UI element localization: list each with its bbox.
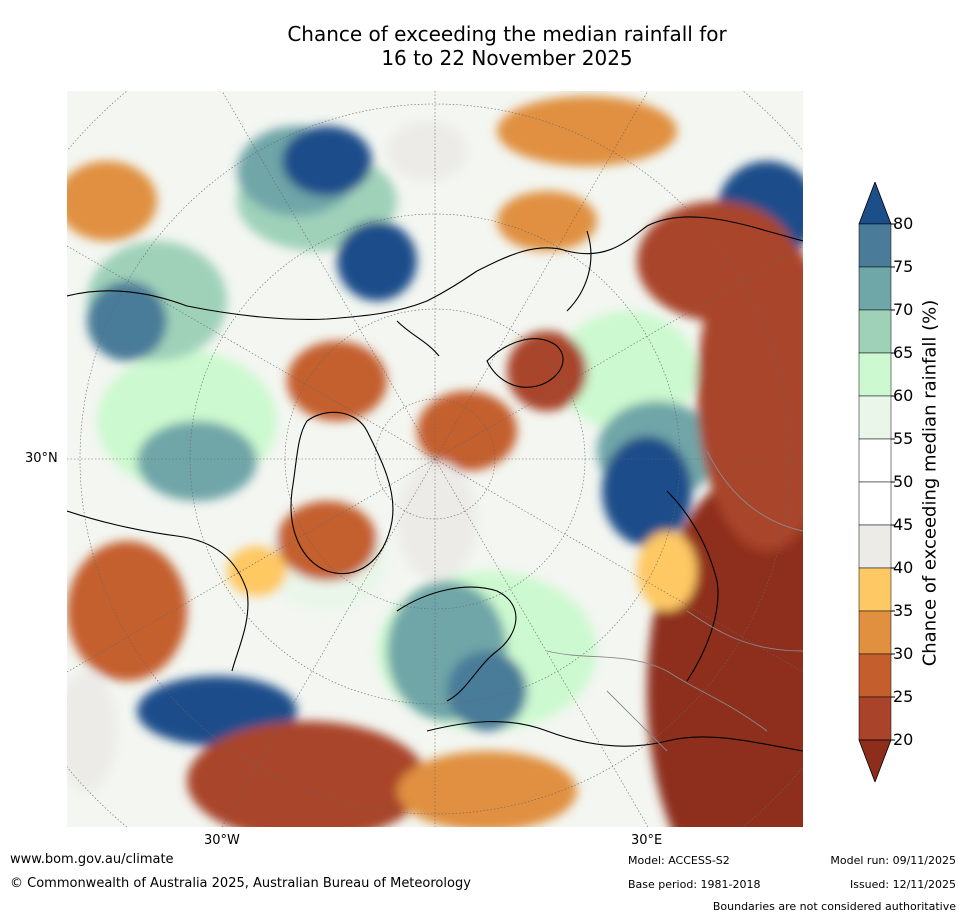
country-borders bbox=[546, 450, 803, 752]
website-text: www.bom.gov.au/climate bbox=[10, 852, 174, 867]
probability-field bbox=[67, 96, 803, 827]
title-line-1: Chance of exceeding the median rainfall … bbox=[287, 22, 727, 46]
graticule bbox=[67, 91, 803, 827]
lon-label-30w: 30°W bbox=[204, 833, 240, 848]
copyright-text: © Commonwealth of Australia 2025, Austra… bbox=[10, 876, 471, 891]
colorbar-segment bbox=[858, 395, 892, 440]
lat-label-30n: 30°N bbox=[25, 451, 58, 466]
base-period-text: Base period: 1981-2018 bbox=[628, 878, 761, 891]
colorbar-tick-label: 30 bbox=[893, 644, 914, 663]
rainfall-probability-map bbox=[67, 91, 803, 827]
colorbar-segment bbox=[858, 696, 892, 741]
colorbar-tick-label: 60 bbox=[893, 386, 914, 405]
colorbar-tick-label: 35 bbox=[893, 601, 914, 620]
colorbar-segments bbox=[858, 182, 892, 782]
colorbar-tick-label: 40 bbox=[893, 558, 914, 577]
colorbar-segment bbox=[858, 223, 892, 268]
colorbar-segment bbox=[858, 524, 892, 569]
colorbar-tickmarks bbox=[891, 223, 895, 741]
colorbar-arrow-bottom bbox=[858, 739, 892, 782]
model-run-text: Model run: 09/11/2025 bbox=[830, 854, 956, 867]
colorbar-segment bbox=[858, 352, 892, 397]
colorbar-tick-label: 55 bbox=[893, 429, 914, 448]
lon-label-30e: 30°E bbox=[631, 833, 663, 848]
colorbar-tick-label: 20 bbox=[893, 730, 914, 749]
colorbar-segment bbox=[858, 438, 892, 483]
colorbar-segment bbox=[858, 610, 892, 655]
title-line-2: 16 to 22 November 2025 bbox=[381, 46, 633, 70]
colorbar bbox=[858, 182, 895, 782]
colorbar-tick-label: 25 bbox=[893, 687, 914, 706]
colorbar-segment bbox=[858, 653, 892, 698]
map-svg bbox=[67, 91, 803, 827]
colorbar-arrow-top bbox=[858, 182, 892, 225]
colorbar-segment bbox=[858, 481, 892, 526]
colorbar-title: Chance of exceeding median rainfall (%) bbox=[919, 299, 941, 667]
chart-title: Chance of exceeding the median rainfall … bbox=[0, 22, 965, 70]
colorbar-tick-label: 45 bbox=[893, 515, 914, 534]
colorbar-segment bbox=[858, 567, 892, 612]
colorbar-tick-label: 65 bbox=[893, 343, 914, 362]
disclaimer-text: Boundaries are not considered authoritat… bbox=[712, 900, 956, 913]
colorbar-segment bbox=[858, 266, 892, 311]
colorbar-segment bbox=[858, 309, 892, 354]
colorbar-tick-label: 75 bbox=[893, 257, 914, 276]
colorbar-tick-label: 70 bbox=[893, 300, 914, 319]
model-text: Model: ACCESS-S2 bbox=[628, 854, 730, 867]
coastlines bbox=[67, 216, 803, 752]
issued-text: Issued: 12/11/2025 bbox=[849, 878, 956, 891]
colorbar-tick-label: 80 bbox=[893, 214, 914, 233]
colorbar-tick-label: 50 bbox=[893, 472, 914, 491]
